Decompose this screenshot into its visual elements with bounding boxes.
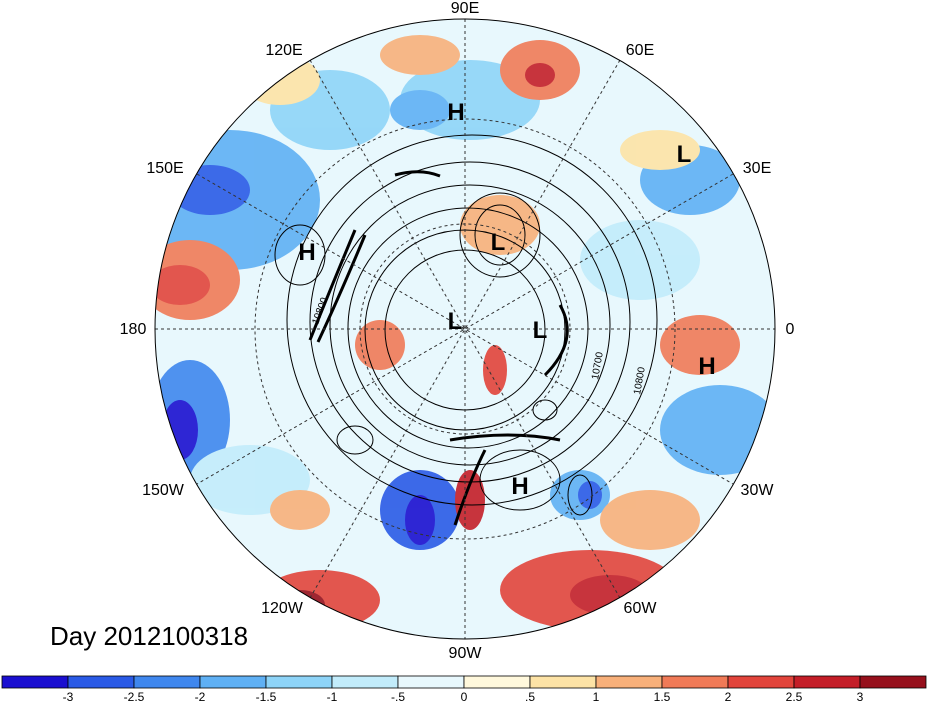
colorbar-tick-label: 1 [593, 690, 600, 702]
pressure-system-label: L [448, 308, 463, 335]
lon-label-60e: 60E [626, 42, 654, 59]
contour-label: 10800 [632, 366, 648, 396]
colorbar-swatch [397, 675, 465, 689]
colorbar-swatch [529, 675, 597, 689]
lon-label-30e: 30E [743, 160, 771, 177]
colorbar-swatch [133, 675, 201, 689]
lon-label-0: 0 [786, 321, 795, 338]
colorbar-tick-label: -2 [195, 690, 206, 702]
colorbar-tick-label: -.5 [391, 690, 405, 702]
colorbar-swatch [463, 675, 531, 689]
anomaly-field [155, 35, 775, 630]
map-disk [155, 19, 775, 639]
lon-label-90e: 90E [451, 0, 479, 17]
pressure-system-labels: H L H L L L H H [298, 99, 715, 500]
colorbar-swatch [199, 675, 267, 689]
colorbar-tick-label: 0 [461, 690, 468, 702]
day-title: Day 2012100318 [50, 621, 248, 651]
colorbar: -3 -2.5 -2 -1.5 -1 -.5 0 .5 1 1.5 2 2.5 3 [1, 675, 927, 702]
colorbar-swatch [1, 675, 69, 689]
pressure-system-label: L [491, 229, 506, 256]
colorbar-tick-label: 2 [725, 690, 732, 702]
contour-label: 10700 [590, 351, 606, 381]
lon-label-180: 180 [120, 321, 147, 338]
pressure-system-label: L [677, 141, 692, 168]
pressure-system-label: L [533, 317, 548, 344]
colorbar-swatch [859, 675, 927, 689]
colorbar-tick-label: 2.5 [786, 690, 803, 702]
longitude-labels: 90E 60E 30E 0 30W 60W 90W 120W 150W 180 … [120, 0, 795, 662]
colorbar-swatch [265, 675, 333, 689]
pressure-system-label: H [447, 99, 464, 126]
pressure-system-label: H [698, 353, 715, 380]
colorbar-tick-label: .5 [525, 690, 535, 702]
pressure-system-label: H [511, 473, 528, 500]
colorbar-swatch [793, 675, 861, 689]
colorbar-tick-label: 1.5 [654, 690, 671, 702]
map-border [154, 18, 776, 640]
pressure-system-label: H [298, 239, 315, 266]
colorbar-tick-label: -3 [63, 690, 74, 702]
lon-label-30w: 30W [741, 482, 775, 499]
lon-label-150w: 150W [142, 482, 185, 499]
lon-label-120w: 120W [261, 600, 304, 617]
colorbar-tick-label: -1 [327, 690, 338, 702]
colorbar-swatch [331, 675, 399, 689]
colorbar-swatch [595, 675, 663, 689]
colorbar-swatch [661, 675, 729, 689]
colorbar-tick-label: 3 [857, 690, 864, 702]
lon-label-120e: 120E [265, 42, 302, 59]
colorbar-swatch [727, 675, 795, 689]
colorbar-swatch [67, 675, 135, 689]
colorbar-tick-label: -2.5 [124, 690, 145, 702]
lon-label-150e: 150E [146, 160, 183, 177]
colorbar-tick-label: -1.5 [256, 690, 277, 702]
graticule [155, 19, 775, 639]
lon-label-90w: 90W [449, 645, 483, 662]
lon-label-60w: 60W [624, 600, 658, 617]
jet-contours [308, 170, 569, 526]
